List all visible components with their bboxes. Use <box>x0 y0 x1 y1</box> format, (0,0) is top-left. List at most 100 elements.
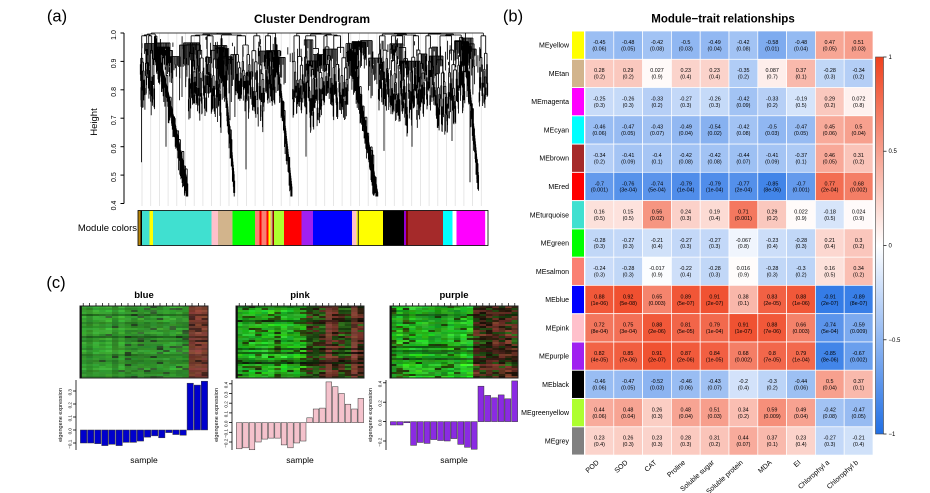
svg-text:(0.2): (0.2) <box>738 75 749 81</box>
svg-text:(0.1): (0.1) <box>853 386 864 392</box>
svg-text:-0.18: -0.18 <box>824 210 836 216</box>
svg-text:(0.1): (0.1) <box>795 75 806 81</box>
svg-text:0.4: 0.4 <box>378 380 383 387</box>
svg-text:−0.1: −0.1 <box>224 429 229 439</box>
svg-text:(0.2): (0.2) <box>623 75 634 81</box>
svg-text:(1e-07): (1e-07) <box>735 329 753 335</box>
svg-text:-0.85: -0.85 <box>766 181 778 187</box>
svg-text:(0.002): (0.002) <box>850 357 867 363</box>
svg-text:(0.07): (0.07) <box>736 442 750 448</box>
svg-text:(8e-07): (8e-07) <box>850 301 868 307</box>
svg-text:MEblack: MEblack <box>542 382 569 389</box>
svg-text:0.88: 0.88 <box>652 323 663 329</box>
svg-text:-0.26: -0.26 <box>622 97 634 103</box>
svg-text:(0.2): (0.2) <box>651 103 662 109</box>
svg-text:0.1: 0.1 <box>68 415 73 422</box>
svg-text:-0.27: -0.27 <box>708 238 720 244</box>
svg-text:0.88: 0.88 <box>594 294 605 300</box>
svg-text:(0.5): (0.5) <box>594 216 605 222</box>
svg-text:Module colors: Module colors <box>78 223 137 234</box>
svg-text:(0.04): (0.04) <box>794 414 808 420</box>
svg-text:0.46: 0.46 <box>825 153 836 159</box>
svg-text:0.65: 0.65 <box>652 294 663 300</box>
svg-text:0.72: 0.72 <box>594 323 605 329</box>
svg-text:(0.04): (0.04) <box>708 46 722 52</box>
svg-text:-0.42: -0.42 <box>737 40 749 46</box>
svg-text:(0.8): (0.8) <box>738 244 749 250</box>
svg-text:(0.3): (0.3) <box>651 442 662 448</box>
svg-text:(0.5): (0.5) <box>824 273 835 279</box>
svg-text:-0.28: -0.28 <box>622 266 634 272</box>
svg-text:(c): (c) <box>46 274 65 292</box>
svg-text:0.5: 0.5 <box>826 379 834 385</box>
svg-text:-0.46: -0.46 <box>593 125 605 131</box>
svg-text:(0.03): (0.03) <box>650 386 664 392</box>
svg-text:-0.67: -0.67 <box>852 351 864 357</box>
svg-text:-0.42: -0.42 <box>708 153 720 159</box>
svg-text:(0.06): (0.06) <box>823 131 837 137</box>
svg-text:-0.7: -0.7 <box>595 181 604 187</box>
svg-text:eigengene expression: eigengene expression <box>368 388 374 442</box>
svg-text:-0.45: -0.45 <box>593 40 605 46</box>
svg-text:−0.5: −0.5 <box>889 338 902 344</box>
svg-text:−0.1: −0.1 <box>68 439 73 449</box>
svg-text:0.024: 0.024 <box>852 210 866 216</box>
svg-text:0.24: 0.24 <box>681 210 692 216</box>
svg-text:(0.3): (0.3) <box>767 273 778 279</box>
svg-text:(2e-07): (2e-07) <box>706 301 724 307</box>
svg-text:0.29: 0.29 <box>767 210 778 216</box>
svg-text:(0.3): (0.3) <box>680 244 691 250</box>
svg-text:-0.27: -0.27 <box>622 238 634 244</box>
svg-text:purple: purple <box>439 290 468 301</box>
svg-text:0.34: 0.34 <box>738 407 749 413</box>
svg-text:(0.04): (0.04) <box>679 131 693 137</box>
svg-text:(0.04): (0.04) <box>852 131 866 137</box>
svg-text:(5e-05): (5e-05) <box>677 329 695 335</box>
svg-text:(0.08): (0.08) <box>679 159 693 165</box>
svg-text:(0.003): (0.003) <box>792 329 809 335</box>
svg-text:-0.43: -0.43 <box>651 125 663 131</box>
svg-text:-0.91: -0.91 <box>824 294 836 300</box>
svg-text:0: 0 <box>889 244 893 250</box>
svg-text:(0.7): (0.7) <box>767 75 778 81</box>
svg-text:-0.41: -0.41 <box>766 153 778 159</box>
svg-text:0.82: 0.82 <box>594 351 605 357</box>
svg-text:0.92: 0.92 <box>623 294 634 300</box>
svg-text:-0.28: -0.28 <box>795 238 807 244</box>
svg-text:MEgreenyellow: MEgreenyellow <box>521 410 570 417</box>
svg-text:(0.001): (0.001) <box>591 188 608 194</box>
svg-text:(0.08): (0.08) <box>708 159 722 165</box>
svg-text:0.29: 0.29 <box>623 68 634 74</box>
svg-text:(0.2): (0.2) <box>853 273 864 279</box>
svg-text:0.2: 0.2 <box>68 402 73 409</box>
svg-text:-0.42: -0.42 <box>824 407 836 413</box>
svg-text:(0.4): (0.4) <box>709 216 720 222</box>
svg-text:(3e-04): (3e-04) <box>620 329 638 335</box>
svg-text:(5e-07): (5e-07) <box>677 301 695 307</box>
svg-text:0.0: 0.0 <box>378 419 383 426</box>
svg-text:-0.37: -0.37 <box>795 153 807 159</box>
svg-text:(0.07): (0.07) <box>650 131 664 137</box>
svg-text:0.5: 0.5 <box>111 172 118 182</box>
svg-text:(1e-04): (1e-04) <box>706 188 724 194</box>
svg-text:(0.3): (0.3) <box>709 273 720 279</box>
svg-text:(0.4): (0.4) <box>709 75 720 81</box>
svg-text:(0.3): (0.3) <box>623 103 634 109</box>
svg-text:0.37: 0.37 <box>796 68 807 74</box>
svg-text:(0.3): (0.3) <box>680 442 691 448</box>
svg-text:0.3: 0.3 <box>68 389 73 396</box>
svg-text:-0.41: -0.41 <box>622 153 634 159</box>
svg-text:(5e-08): (5e-08) <box>620 301 638 307</box>
svg-text:(0.3): (0.3) <box>594 244 605 250</box>
svg-text:(0.09): (0.09) <box>621 159 635 165</box>
svg-text:-0.33: -0.33 <box>766 97 778 103</box>
svg-text:1.0: 1.0 <box>111 30 118 40</box>
svg-text:(0.3): (0.3) <box>709 244 720 250</box>
svg-text:(a): (a) <box>47 8 67 26</box>
svg-text:(0.03): (0.03) <box>679 46 693 52</box>
svg-text:0.56: 0.56 <box>652 210 663 216</box>
svg-text:MEmagenta: MEmagenta <box>531 99 569 106</box>
svg-text:(0.05): (0.05) <box>823 46 837 52</box>
svg-text:0.23: 0.23 <box>709 68 720 74</box>
svg-text:0.9: 0.9 <box>111 58 118 68</box>
